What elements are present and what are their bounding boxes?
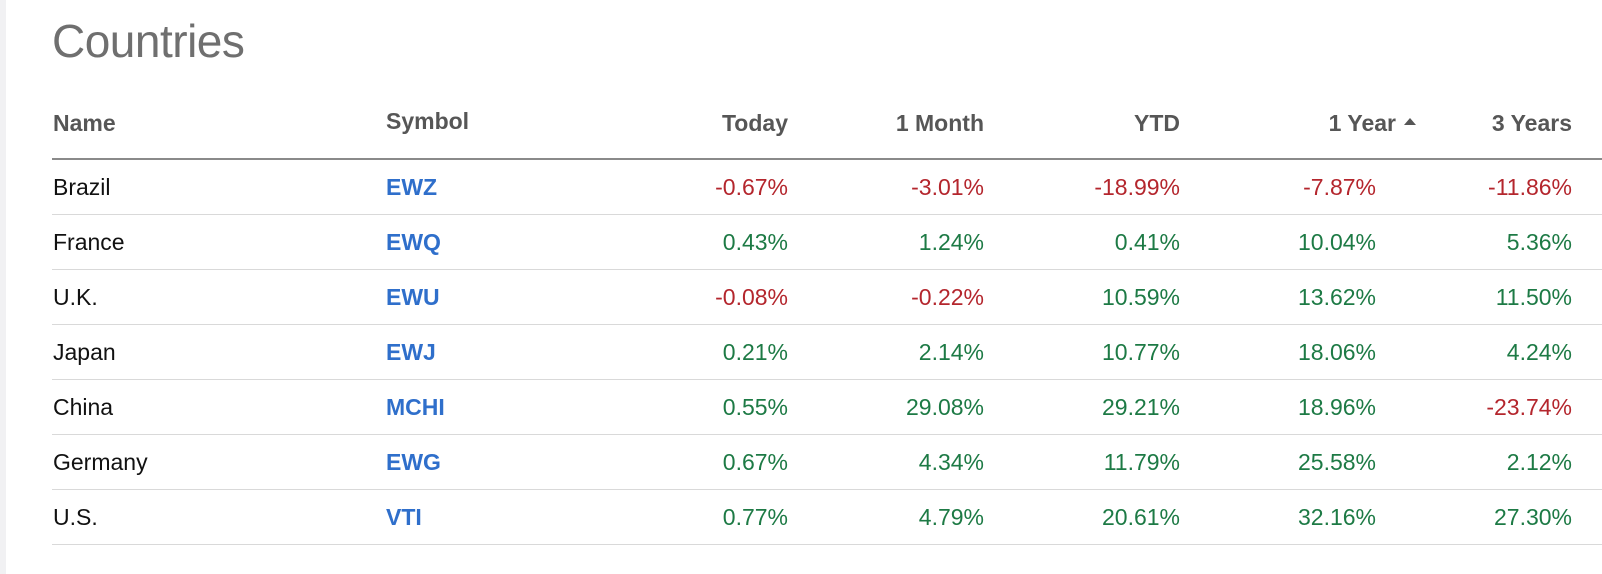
one-year-change: 18.96% [1297, 394, 1376, 420]
one-month-change: 1.24% [918, 229, 984, 255]
one-year-change: 18.06% [1297, 339, 1376, 365]
symbol-link[interactable]: EWG [386, 449, 441, 475]
ytd-change: 20.61% [1101, 504, 1180, 530]
ytd-change: 10.77% [1101, 339, 1180, 365]
one-year-change: 32.16% [1297, 504, 1376, 530]
countries-panel: Countries Name Symbol Today 1 Month YTD … [52, 0, 1602, 574]
column-header-today[interactable]: Today [721, 110, 788, 136]
table-body: Brazil EWZ -0.67% -3.01% -18.99% -7.87% -11.86… [52, 160, 1602, 545]
column-header-ytd[interactable]: YTD [1134, 110, 1180, 136]
today-change: 0.21% [722, 339, 788, 365]
column-header-symbol[interactable]: Symbol [386, 108, 470, 134]
today-change: 0.55% [722, 394, 788, 420]
one-month-change: -3.01% [911, 174, 984, 200]
one-month-change: 4.79% [918, 504, 984, 530]
three-years-change: -11.86% [1488, 174, 1572, 200]
ytd-change: 0.41% [1114, 229, 1180, 255]
country-name: Germany [53, 449, 148, 475]
today-change: 0.67% [722, 449, 788, 475]
today-change: -0.08% [715, 284, 788, 310]
symbol-link[interactable]: EWQ [386, 229, 441, 255]
ytd-change: -18.99% [1094, 174, 1180, 200]
table-row[interactable]: Brazil EWZ -0.67% -3.01% -18.99% -7.87% -11.86… [52, 160, 1602, 215]
country-name: China [53, 394, 114, 420]
symbol-link[interactable]: EWZ [386, 174, 438, 200]
sort-ascending-icon[interactable] [1404, 118, 1416, 125]
column-header-1-month[interactable]: 1 Month [895, 110, 984, 136]
three-years-change: 2.12% [1506, 449, 1572, 475]
column-header-1-year[interactable]: 1 Year [1328, 110, 1396, 136]
country-name: U.K. [53, 284, 98, 310]
one-year-change: 13.62% [1297, 284, 1376, 310]
one-month-change: 29.08% [905, 394, 984, 420]
symbol-link[interactable]: EWJ [386, 339, 436, 365]
one-month-change: 4.34% [918, 449, 984, 475]
country-name: U.S. [53, 504, 98, 530]
today-change: 0.77% [722, 504, 788, 530]
table-header: Name Symbol Today 1 Month YTD 1 Year 3 Y… [52, 96, 1602, 160]
three-years-change: -23.74% [1486, 394, 1572, 420]
today-change: -0.67% [715, 174, 788, 200]
symbol-link[interactable]: VTI [386, 504, 422, 530]
one-month-change: 2.14% [918, 339, 984, 365]
table-row[interactable]: Germany EWG 0.67% 4.34% 11.79% 25.58% 2.12% [52, 435, 1602, 490]
column-header-name[interactable]: Name [53, 110, 116, 136]
table-row[interactable]: U.K. EWU -0.08% -0.22% 10.59% 13.62% 11.50% [52, 270, 1602, 325]
symbol-link[interactable]: MCHI [386, 394, 445, 420]
table-row[interactable]: China MCHI 0.55% 29.08% 29.21% 18.96% -23.74% [52, 380, 1602, 435]
symbol-link[interactable]: EWU [386, 284, 440, 310]
left-margin-strip [0, 0, 6, 574]
three-years-change: 11.50% [1495, 284, 1572, 310]
ytd-change: 10.59% [1101, 284, 1180, 310]
table-row[interactable]: France EWQ 0.43% 1.24% 0.41% 10.04% 5.36% [52, 215, 1602, 270]
one-year-change: 25.58% [1297, 449, 1376, 475]
column-header-3-years[interactable]: 3 Years [1491, 110, 1572, 136]
page-title: Countries [52, 15, 245, 67]
three-years-change: 5.36% [1506, 229, 1572, 255]
one-year-change: 10.04% [1297, 229, 1376, 255]
one-month-change: -0.22% [911, 284, 984, 310]
ytd-change: 11.79% [1103, 449, 1180, 475]
countries-table: Name Symbol Today 1 Month YTD 1 Year 3 Y… [52, 96, 1602, 545]
ytd-change: 29.21% [1101, 394, 1180, 420]
table-row[interactable]: U.S. VTI 0.77% 4.79% 20.61% 32.16% 27.30% [52, 490, 1602, 545]
three-years-change: 4.24% [1506, 339, 1572, 365]
three-years-change: 27.30% [1493, 504, 1572, 530]
table-row[interactable]: Japan EWJ 0.21% 2.14% 10.77% 18.06% 4.24% [52, 325, 1602, 380]
today-change: 0.43% [722, 229, 788, 255]
country-name: France [53, 229, 125, 255]
one-year-change: -7.87% [1303, 174, 1376, 200]
country-name: Japan [53, 339, 116, 365]
country-name: Brazil [53, 174, 111, 200]
